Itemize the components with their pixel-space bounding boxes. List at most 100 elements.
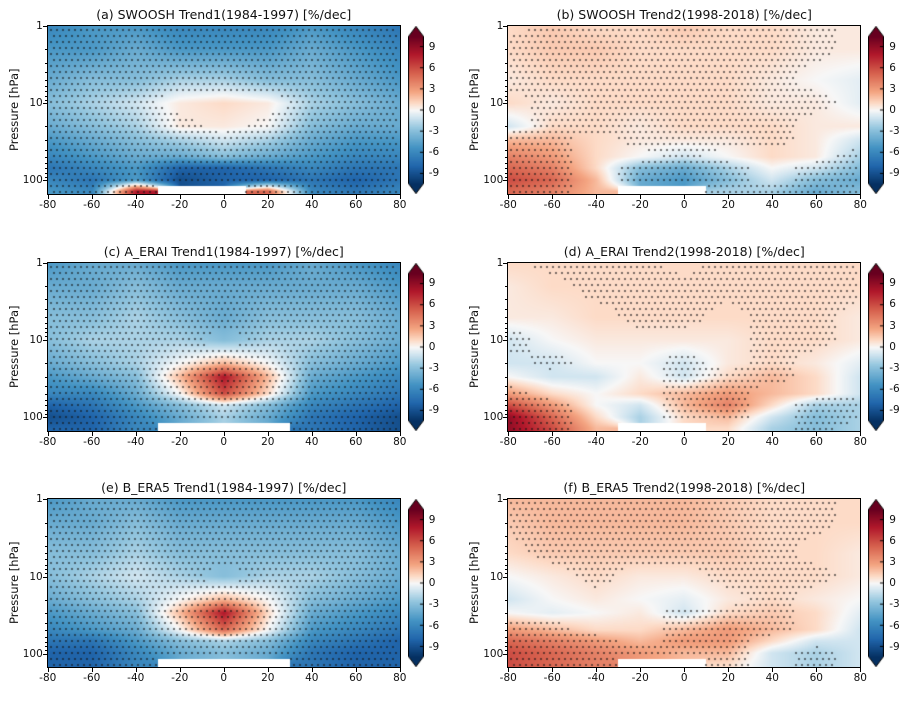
y-minor-tick-mark — [44, 62, 47, 64]
y-tick-label: 1 — [36, 493, 43, 506]
colorbar-tick-label: -6 — [428, 619, 440, 632]
y-minor-tick-mark — [505, 309, 508, 311]
y-minor-tick-mark — [44, 79, 47, 81]
x-tick-mark — [816, 431, 818, 436]
y-tick-label: 10 — [489, 97, 504, 110]
x-tick-label: -60 — [83, 199, 101, 211]
panel-title: (e) B_ERA5 Trend1(1984-1997) [%/dec] — [101, 480, 347, 496]
colorbar-tick-labels: 9 6 3 0 -3 -6 -9 — [868, 263, 914, 431]
y-minor-tick-mark — [505, 613, 508, 615]
y-minor-tick-mark — [505, 650, 508, 652]
y-tick-mark — [503, 499, 508, 501]
colorbar-tick-label: 3 — [428, 556, 436, 569]
x-tick-label: 60 — [809, 199, 823, 211]
x-tick-label: 0 — [220, 199, 228, 211]
y-minor-tick-mark — [44, 564, 47, 566]
x-tick-label: 80 — [853, 199, 867, 211]
heatmap: -80 -60 -40 -20 0 20 40 60 80 — [39, 261, 406, 448]
colorbar-tick-labels: 9 6 3 0 -3 -6 -9 — [868, 26, 914, 194]
x-tick-mark — [399, 668, 401, 673]
colorbar-tick-label: 9 — [889, 513, 896, 526]
colorbar-tick-label: -9 — [889, 640, 900, 653]
x-tick-mark — [223, 195, 225, 199]
y-minor-tick-mark — [505, 149, 508, 151]
heatmap: -80 -60 -40 -20 0 20 40 60 80 — [39, 498, 406, 684]
panel-b: (b) SWOOSH Trend2(1998-2018) [%/dec] Pre… — [467, 0, 914, 237]
x-tick-mark — [355, 668, 357, 673]
y-tick-mark — [42, 653, 47, 655]
y-axis-label: Pressure [hPa] — [6, 68, 21, 152]
x-tick-mark — [399, 431, 401, 436]
colorbar-tick-label: -6 — [889, 146, 900, 159]
panel-title: (c) A_ERAI Trend1(1984-1997) [%/dec] — [103, 243, 344, 259]
y-minor-tick-mark — [44, 316, 47, 318]
x-tick-label: 20 — [261, 435, 275, 448]
y-minor-tick-mark — [44, 559, 47, 561]
x-tick-label: -40 — [127, 199, 145, 211]
x-tick-mark — [508, 431, 510, 436]
colorbar-tick-label: 9 — [428, 40, 436, 53]
x-tick-mark — [267, 195, 269, 199]
colorbar: 9 6 3 0 -3 -6 -9 — [868, 262, 914, 432]
y-tick-label: 1 — [36, 20, 43, 32]
colorbar-tick-label: 3 — [889, 319, 896, 332]
colorbar-tick-label: 6 — [428, 61, 436, 74]
x-tick-mark — [355, 195, 357, 199]
y-tick-label: 100 — [22, 411, 43, 424]
x-tick-mark — [684, 668, 686, 673]
y-minor-tick-mark — [44, 376, 47, 378]
x-tick-mark — [640, 431, 642, 436]
x-tick-mark — [728, 195, 730, 199]
x-tick-label: 20 — [721, 199, 735, 211]
y-minor-tick-mark — [505, 623, 508, 624]
x-tick-mark — [552, 668, 554, 673]
x-tick-mark — [179, 195, 181, 199]
y-minor-tick-mark — [505, 545, 508, 547]
x-tick-mark — [552, 431, 554, 436]
x-tick-labels: -80 -60 -40 -20 0 20 40 60 80 — [500, 195, 867, 211]
y-minor-tick-mark — [505, 91, 508, 93]
y-tick-mark — [503, 103, 508, 105]
colorbar-tick-label: -3 — [889, 125, 900, 138]
y-minor-tick-mark — [44, 613, 47, 615]
heatmap-canvas — [46, 261, 401, 432]
colorbar-tick-label: -6 — [889, 382, 900, 395]
y-tick-labels: 1 10 100 — [21, 20, 47, 195]
colorbar: 9 6 3 0 -3 -6 -9 — [407, 498, 454, 668]
y-minor-tick-mark — [44, 636, 47, 638]
heatmap: -80 -60 -40 -20 0 20 40 60 80 — [500, 25, 867, 211]
x-tick-mark — [91, 195, 93, 199]
y-minor-tick-mark — [505, 630, 508, 632]
x-tick-label: 40 — [305, 435, 319, 448]
colorbar-tick-label: 6 — [889, 61, 896, 74]
y-minor-tick-mark — [505, 636, 508, 638]
x-tick-mark — [816, 668, 818, 673]
x-tick-mark — [135, 195, 137, 199]
colorbar-tick-label: -3 — [428, 361, 440, 374]
x-tick-mark — [508, 195, 510, 199]
colorbar-tick-label: -9 — [889, 167, 900, 180]
y-minor-tick-mark — [44, 569, 47, 571]
x-tick-label: -60 — [543, 435, 561, 448]
y-minor-tick-mark — [44, 99, 47, 101]
y-minor-tick-mark — [505, 49, 508, 51]
y-minor-tick-mark — [505, 285, 508, 287]
colorbar-tick-label: -9 — [428, 640, 440, 653]
x-tick-mark — [311, 431, 313, 436]
heatmap-canvas — [46, 25, 401, 195]
heatmap: -80 -60 -40 -20 0 20 40 60 80 — [39, 25, 406, 211]
x-tick-mark — [179, 668, 181, 673]
x-tick-label: 40 — [765, 435, 779, 448]
y-minor-tick-mark — [44, 336, 47, 338]
y-minor-tick-mark — [44, 149, 47, 151]
colorbar-tick-label: -9 — [889, 404, 900, 417]
y-tick-mark — [42, 339, 47, 341]
x-tick-label: 80 — [393, 672, 407, 685]
y-axis-label: Pressure [hPa] — [6, 305, 21, 388]
x-tick-mark — [267, 431, 269, 436]
y-minor-tick-mark — [44, 630, 47, 632]
y-tick-label: 1 — [496, 256, 504, 269]
colorbar: 9 6 3 0 -3 -6 -9 — [407, 25, 454, 195]
colorbar-tick-label: 9 — [889, 277, 896, 290]
y-tick-label: 100 — [483, 411, 504, 424]
